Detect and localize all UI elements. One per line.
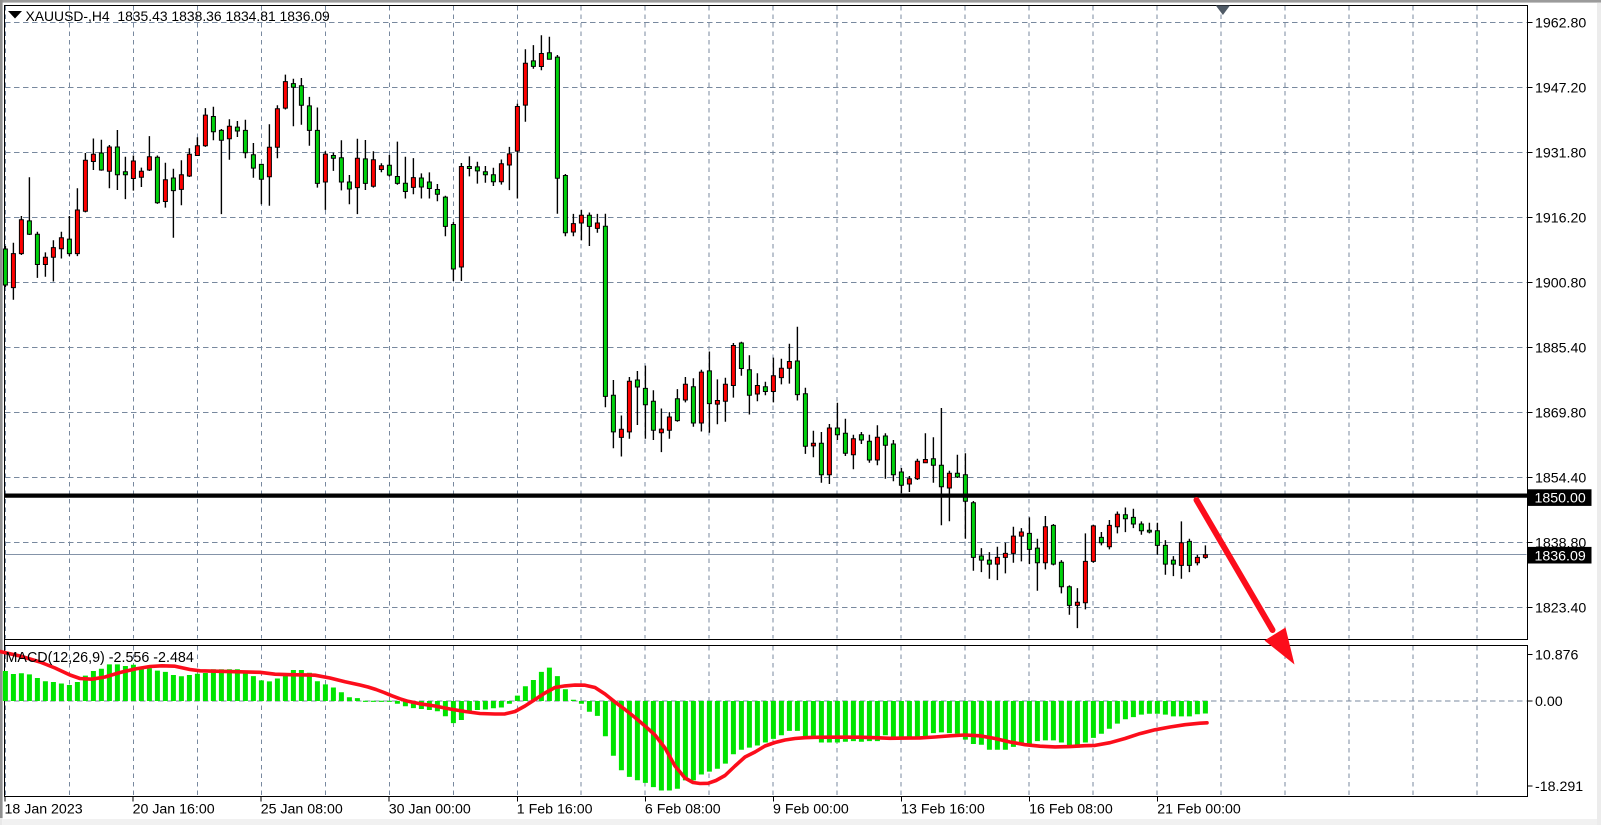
svg-text:1854.40: 1854.40 <box>1535 471 1586 487</box>
svg-text:21 Feb 00:00: 21 Feb 00:00 <box>1157 802 1241 818</box>
svg-text:1885.40: 1885.40 <box>1535 341 1586 357</box>
svg-text:1931.80: 1931.80 <box>1535 146 1586 162</box>
svg-text:25 Jan 08:00: 25 Jan 08:00 <box>261 802 343 818</box>
svg-text:20 Jan 16:00: 20 Jan 16:00 <box>133 802 215 818</box>
svg-text:6 Feb 08:00: 6 Feb 08:00 <box>645 802 721 818</box>
svg-text:13 Feb 16:00: 13 Feb 16:00 <box>901 802 985 818</box>
svg-text:1947.20: 1947.20 <box>1535 81 1586 97</box>
svg-text:MACD(12,26,9) -2.556 -2.484: MACD(12,26,9) -2.556 -2.484 <box>6 650 194 666</box>
svg-text:1916.20: 1916.20 <box>1535 211 1586 227</box>
svg-text:10.876: 10.876 <box>1535 648 1579 664</box>
svg-text:1 Feb 16:00: 1 Feb 16:00 <box>517 802 593 818</box>
svg-text:-18.291: -18.291 <box>1535 779 1583 795</box>
svg-text:9 Feb 00:00: 9 Feb 00:00 <box>773 802 849 818</box>
svg-text:XAUUSD-,H4 1835.43 1838.36 18: XAUUSD-,H4 1835.43 1838.36 1834.81 1836.… <box>26 8 331 24</box>
svg-text:0.00: 0.00 <box>1535 694 1563 710</box>
svg-text:1836.09: 1836.09 <box>1535 548 1586 564</box>
svg-text:1869.80: 1869.80 <box>1535 406 1586 422</box>
svg-text:18 Jan 2023: 18 Jan 2023 <box>5 802 83 818</box>
svg-text:1850.00: 1850.00 <box>1535 491 1586 507</box>
svg-text:1962.80: 1962.80 <box>1535 16 1586 32</box>
svg-text:1900.80: 1900.80 <box>1535 276 1586 292</box>
svg-text:30 Jan 00:00: 30 Jan 00:00 <box>389 802 471 818</box>
svg-text:1823.40: 1823.40 <box>1535 601 1586 617</box>
svg-text:16 Feb 08:00: 16 Feb 08:00 <box>1029 802 1113 818</box>
